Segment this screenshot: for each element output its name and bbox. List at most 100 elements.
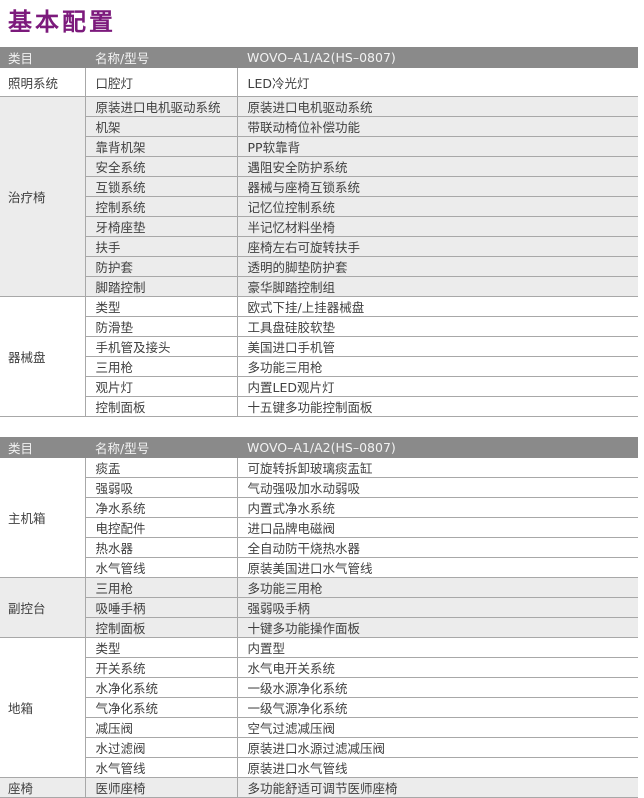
- table-row: 水过滤阀 原装进口水源过滤减压阀: [0, 737, 638, 758]
- spec-value-cell: 遇阻安全防护系统: [236, 156, 638, 177]
- spec-value-cell: 豪华脚踏控制组: [236, 276, 638, 297]
- table-row: 电控配件 进口品牌电磁阀: [0, 517, 638, 538]
- category-cell: 器械盘: [0, 296, 85, 417]
- table-row: 控制系统 记忆位控制系统: [0, 196, 638, 217]
- spec-value-cell: 内置LED观片灯: [236, 376, 638, 397]
- category-cell: 治疗椅: [0, 96, 85, 297]
- spec-value-cell: 多功能舒适可调节医师座椅: [236, 777, 638, 798]
- table-row: 地箱 类型 内置型: [0, 637, 638, 778]
- table-row: 互锁系统 器械与座椅互锁系统: [0, 176, 638, 197]
- spec-name-cell: 吸唾手柄: [84, 597, 237, 618]
- spec-value-cell: 水气电开关系统: [236, 657, 638, 678]
- spec-value-cell: 多功能三用枪: [236, 356, 638, 377]
- table-row: 机架 带联动椅位补偿功能: [0, 116, 638, 137]
- column-header-model-number: WOVO–A1/A2(HS–0807): [237, 47, 638, 68]
- spec-name-cell: 热水器: [84, 537, 237, 558]
- table-row: 吸唾手柄 强弱吸手柄: [0, 597, 638, 618]
- spec-value-cell: 记忆位控制系统: [236, 196, 638, 217]
- spec-value-cell: 座椅左右可旋转扶手: [236, 236, 638, 257]
- category-cell: 副控台: [0, 577, 85, 638]
- spec-value-cell: 强弱吸手柄: [236, 597, 638, 618]
- spec-name-cell: 控制面板: [84, 396, 237, 417]
- basic-config-table-top: 类目 名称/型号 WOVO–A1/A2(HS–0807) 照明系统 口腔灯 LED冷…: [0, 47, 638, 417]
- spec-name-cell: 防滑垫: [84, 316, 237, 337]
- table-row: 水气管线 原装进口水气管线: [0, 757, 638, 778]
- column-header-category: 类目: [0, 47, 85, 68]
- spec-value-cell: 进口品牌电磁阀: [236, 517, 638, 538]
- spec-name-cell: 口腔灯: [84, 68, 237, 97]
- spec-name-cell: 三用枪: [84, 577, 237, 598]
- spec-name-cell: 电控配件: [84, 517, 237, 538]
- table-row: 开关系统 水气电开关系统: [0, 657, 638, 678]
- spec-name-cell: 水气管线: [84, 557, 237, 578]
- column-header-model-number: WOVO–A1/A2(HS–0807): [237, 437, 638, 458]
- table-row: 牙椅座垫 半记忆材料坐椅: [0, 216, 638, 237]
- spec-name-cell: 手机管及接头: [84, 336, 237, 357]
- spec-value-cell: 气动强吸加水动弱吸: [236, 477, 638, 498]
- spec-value-cell: 带联动椅位补偿功能: [236, 116, 638, 137]
- spec-name-cell: 原装进口电机驱动系统: [84, 96, 237, 117]
- spec-name-cell: 扶手: [84, 236, 237, 257]
- spec-name-cell: 牙椅座垫: [84, 216, 237, 237]
- table-row: 器械盘 类型 欧式下挂/上挂器械盘: [0, 296, 638, 417]
- spec-value-cell: 十键多功能操作面板: [236, 617, 638, 638]
- category-cell: 座椅: [0, 777, 85, 798]
- table-row: 手机管及接头 美国进口手机管: [0, 336, 638, 357]
- spec-value-cell: 半记忆材料坐椅: [236, 216, 638, 237]
- table-row: 热水器 全自动防干烧热水器: [0, 537, 638, 558]
- table-row: 安全系统 遇阻安全防护系统: [0, 156, 638, 177]
- category-cell: 主机箱: [0, 458, 85, 578]
- table-row: 观片灯 内置LED观片灯: [0, 376, 638, 397]
- category-cell: 地箱: [0, 637, 85, 778]
- spec-name-cell: 互锁系统: [84, 176, 237, 197]
- spec-value-cell: 内置式净水系统: [236, 497, 638, 518]
- spec-name-cell: 水气管线: [84, 757, 237, 778]
- table-header-row: 类目 名称/型号 WOVO–A1/A2(HS–0807): [0, 47, 638, 68]
- spec-value-cell: 原装进口水源过滤减压阀: [236, 737, 638, 758]
- spec-name-cell: 医师座椅: [84, 777, 237, 798]
- table-row: 靠背机架 PP软靠背: [0, 136, 638, 157]
- spec-value-cell: 原装美国进口水气管线: [236, 557, 638, 578]
- table-row: 照明系统 口腔灯 LED冷光灯: [0, 68, 638, 97]
- spec-name-cell: 控制面板: [84, 617, 237, 638]
- table-row: 净水系统 内置式净水系统: [0, 497, 638, 518]
- spec-value-cell: 原装进口电机驱动系统: [236, 96, 638, 117]
- spec-value-cell: 美国进口手机管: [236, 336, 638, 357]
- spec-value-cell: 内置型: [236, 637, 638, 658]
- spec-name-cell: 脚踏控制: [84, 276, 237, 297]
- spec-value-cell: 全自动防干烧热水器: [236, 537, 638, 558]
- spec-value-cell: LED冷光灯: [236, 68, 638, 97]
- spec-name-cell: 开关系统: [84, 657, 237, 678]
- table-row: 防滑垫 工具盘硅胶软垫: [0, 316, 638, 337]
- spec-name-cell: 防护套: [84, 256, 237, 277]
- table-body: 主机箱 痰盂 可旋转拆卸玻璃痰盂缸 强弱吸 气动强吸加水动弱吸 净水系统 内置式净水系统 电控…: [0, 458, 638, 798]
- spec-value-cell: 空气过滤减压阀: [236, 717, 638, 738]
- spec-value-cell: 器械与座椅互锁系统: [236, 176, 638, 197]
- table-row: 强弱吸 气动强吸加水动弱吸: [0, 477, 638, 498]
- spec-name-cell: 减压阀: [84, 717, 237, 738]
- table-header-row: 类目 名称/型号 WOVO–A1/A2(HS–0807): [0, 437, 638, 458]
- spec-name-cell: 三用枪: [84, 356, 237, 377]
- spec-value-cell: PP软靠背: [236, 136, 638, 157]
- spec-name-cell: 痰盂: [84, 458, 237, 478]
- spec-name-cell: 安全系统: [84, 156, 237, 177]
- page-title: 基本配置: [8, 8, 116, 36]
- category-cell: 照明系统: [0, 68, 85, 97]
- column-header-name-model: 名称/型号: [85, 437, 237, 458]
- spec-value-cell: 一级水源净化系统: [236, 677, 638, 698]
- table-row: 三用枪 多功能三用枪: [0, 356, 638, 377]
- spec-value-cell: 欧式下挂/上挂器械盘: [236, 296, 638, 317]
- spec-name-cell: 强弱吸: [84, 477, 237, 498]
- spec-value-cell: 一级气源净化系统: [236, 697, 638, 718]
- spec-name-cell: 机架: [84, 116, 237, 137]
- table-row: 主机箱 痰盂 可旋转拆卸玻璃痰盂缸: [0, 458, 638, 578]
- table-row: 座椅 医师座椅 多功能舒适可调节医师座椅: [0, 777, 638, 798]
- table-row: 防护套 透明的脚垫防护套: [0, 256, 638, 277]
- spec-value-cell: 多功能三用枪: [236, 577, 638, 598]
- table-row: 控制面板 十键多功能操作面板: [0, 617, 638, 638]
- basic-config-table-bottom: 类目 名称/型号 WOVO–A1/A2(HS–0807) 主机箱 痰盂 可旋转拆卸玻…: [0, 437, 638, 798]
- spec-name-cell: 水净化系统: [84, 677, 237, 698]
- table-row: 控制面板 十五键多功能控制面板: [0, 396, 638, 417]
- table-row: 副控台 三用枪 多功能三用枪: [0, 577, 638, 638]
